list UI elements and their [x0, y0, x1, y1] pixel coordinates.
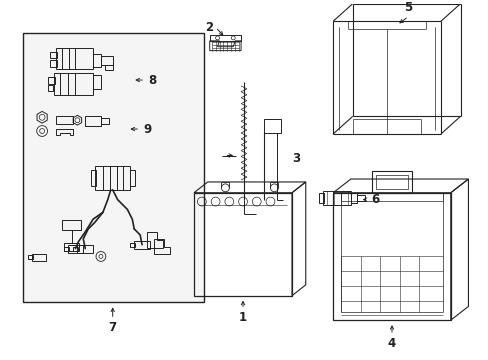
Bar [91, 170, 96, 186]
Bar [32, 253, 46, 261]
Text: 6: 6 [371, 193, 379, 206]
Text: 1: 1 [239, 311, 246, 324]
Bar [101, 55, 112, 66]
Bar [350, 193, 356, 203]
Text: 2: 2 [205, 21, 213, 33]
Bar [263, 119, 281, 133]
Bar [323, 191, 350, 204]
Bar [104, 66, 112, 70]
Bar [56, 48, 93, 69]
Text: 9: 9 [143, 122, 151, 136]
Bar [48, 85, 53, 91]
Bar [134, 241, 150, 249]
Bar [48, 77, 55, 84]
Text: 7: 7 [108, 321, 117, 334]
Bar [77, 245, 93, 252]
Bar [332, 193, 450, 320]
Bar [101, 118, 108, 124]
Text: 5: 5 [404, 1, 412, 14]
Text: 8: 8 [148, 73, 156, 86]
Bar [356, 195, 364, 201]
Bar [22, 33, 203, 302]
Bar [130, 170, 135, 186]
Bar [54, 73, 93, 95]
Bar [194, 193, 291, 296]
Bar [319, 193, 324, 203]
Text: 4: 4 [387, 337, 395, 350]
Bar [50, 60, 57, 67]
Bar [73, 247, 78, 251]
Bar [95, 166, 130, 190]
Text: 3: 3 [291, 152, 300, 165]
Bar [61, 220, 81, 230]
Bar [63, 247, 68, 251]
Bar [85, 116, 101, 126]
Bar [56, 116, 73, 124]
Bar [93, 54, 101, 67]
Bar [63, 243, 79, 251]
Bar [376, 175, 407, 189]
Bar [67, 245, 83, 252]
Bar [28, 256, 33, 259]
Bar [130, 243, 135, 247]
Bar [93, 75, 101, 89]
Bar [372, 171, 411, 193]
Bar [50, 51, 57, 58]
